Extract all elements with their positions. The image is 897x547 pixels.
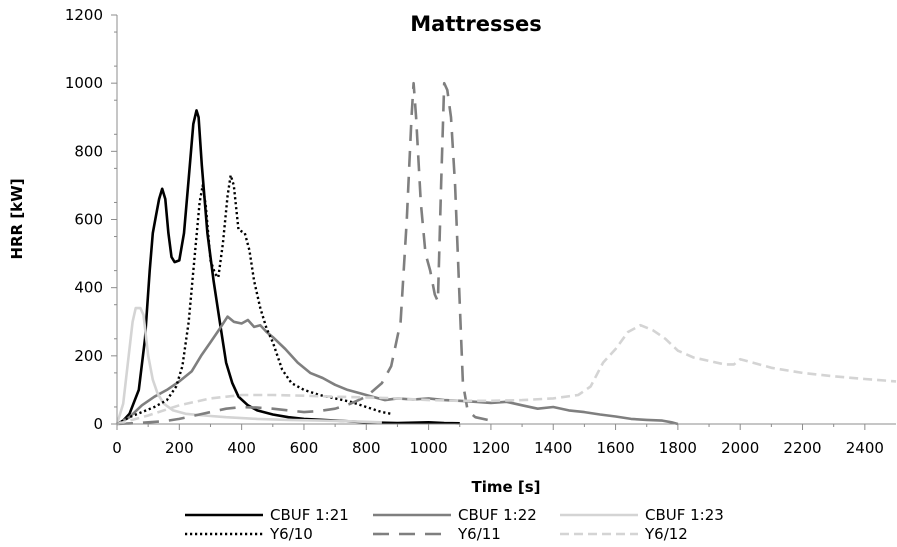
axes: 0 200 400 600 800 1000 1200 0 200 400 600 800 1000 12… <box>65 6 896 457</box>
y-tick-label: 800 <box>74 142 103 160</box>
series-line-3 <box>116 174 392 426</box>
legend: CBUF 1:21 CBUF 1:22 CBUF 1:23 Y6/10 Y6/11 Y6/… <box>185 506 724 543</box>
y-tick-label: 200 <box>74 347 103 365</box>
series-line-4 <box>116 81 492 426</box>
series-line-1 <box>116 315 679 426</box>
x-tick-label: 1600 <box>596 439 634 457</box>
legend-label-5: Y6/12 <box>644 525 688 543</box>
x-tick-label: 1400 <box>534 439 572 457</box>
y-tick-label: 400 <box>74 279 103 297</box>
y-tick-label: 0 <box>93 415 103 433</box>
x-tick-label: 2000 <box>721 439 759 457</box>
plot-lines <box>115 81 897 426</box>
x-tick-label: 1800 <box>659 439 697 457</box>
series-line-5 <box>116 323 897 426</box>
y-tick-label: 1200 <box>65 6 103 24</box>
legend-label-4: Y6/11 <box>457 525 501 543</box>
y-axis-title: HRR [kW] <box>8 178 26 259</box>
legend-label-3: Y6/10 <box>269 525 313 543</box>
x-tick-label: 1200 <box>472 439 510 457</box>
x-tick-label: 400 <box>227 439 256 457</box>
y-tick-label: 1000 <box>65 74 103 92</box>
y-tick-label: 600 <box>74 211 103 229</box>
series-line-0 <box>116 109 460 426</box>
x-tick-label: 200 <box>165 439 194 457</box>
x-tick-label: 800 <box>352 439 381 457</box>
legend-label-1: CBUF 1:22 <box>458 506 537 524</box>
series-line-2 <box>115 306 382 425</box>
x-tick-label: 2400 <box>846 439 884 457</box>
x-tick-label: 600 <box>290 439 319 457</box>
legend-label-0: CBUF 1:21 <box>270 506 349 524</box>
x-axis-title: Time [s] <box>471 478 540 496</box>
legend-label-2: CBUF 1:23 <box>645 506 724 524</box>
x-tick-label: 0 <box>112 439 122 457</box>
x-tick-label: 2200 <box>783 439 821 457</box>
chart-title: Mattresses <box>410 12 542 36</box>
x-tick-label: 1000 <box>410 439 448 457</box>
